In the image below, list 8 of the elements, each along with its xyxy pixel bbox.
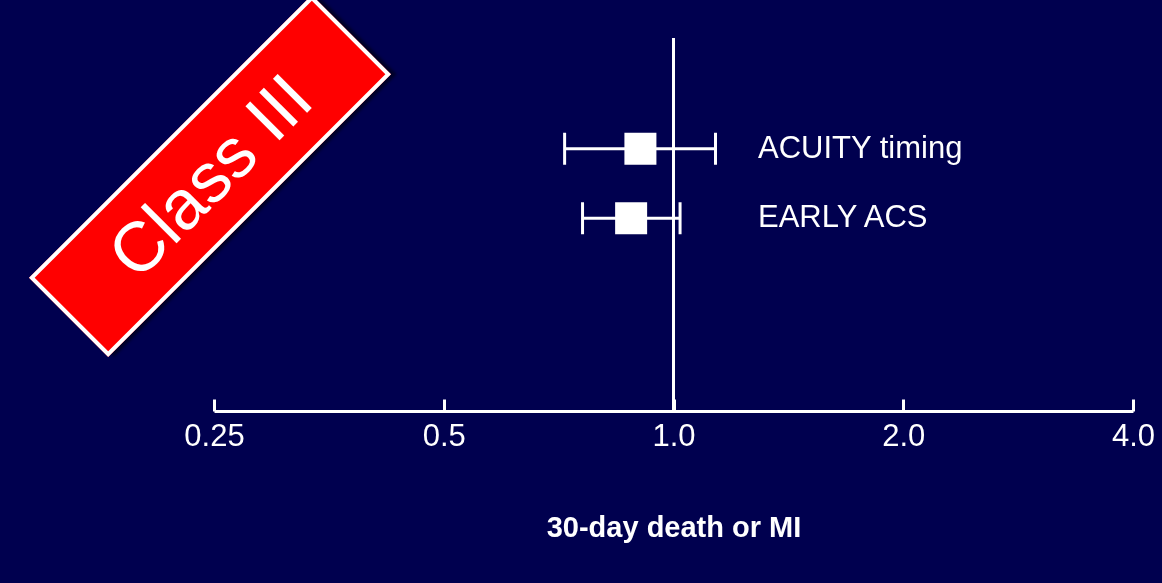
- x-tick-label: 2.0: [882, 417, 926, 453]
- y-tick-label: ACUITY timing: [758, 129, 963, 165]
- x-tick-label: 1.0: [652, 417, 696, 453]
- x-axis-title: 30-day death or MI: [546, 510, 802, 543]
- x-tick-label: 0.5: [422, 417, 466, 453]
- y-tick-label: EARLY ACS: [758, 199, 928, 235]
- x-tick-label: 4.0: [1111, 417, 1156, 453]
- x-tick-label: 0.25: [184, 417, 245, 453]
